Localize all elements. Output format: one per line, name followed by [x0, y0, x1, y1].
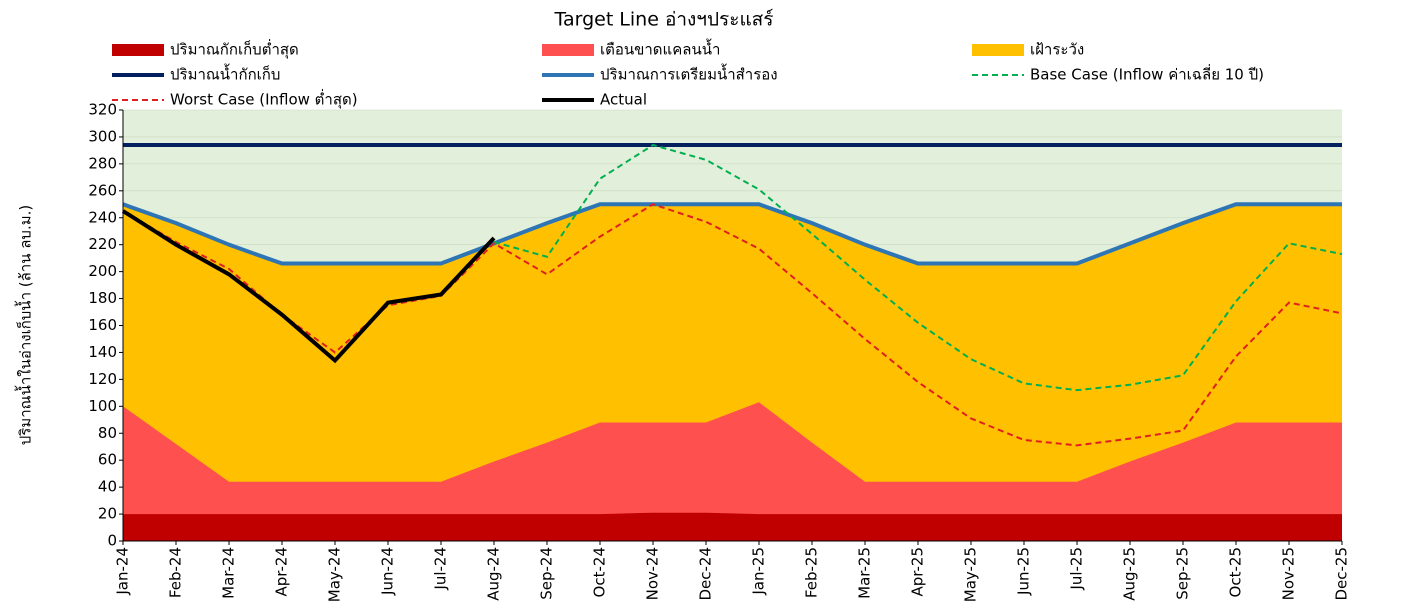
x-tick-label: Apr-24	[273, 547, 291, 597]
y-tick-label: 320	[88, 101, 117, 119]
area	[123, 402, 1342, 541]
x-tick-label: Oct-25	[1227, 547, 1245, 597]
legend-label: เตือนขาดแคลนน้ำ	[600, 39, 720, 59]
x-tick-label: May-25	[962, 547, 980, 602]
y-tick-label: 20	[98, 505, 117, 523]
y-tick-label: 40	[98, 478, 117, 496]
legend-label: Base Case (Inflow ค่าเฉลี่ย 10 ปี)	[1030, 64, 1264, 84]
y-tick-label: 100	[88, 397, 117, 415]
x-tick-label: Aug-24	[485, 547, 503, 601]
y-tick-label: 140	[88, 343, 117, 361]
area	[123, 512, 1342, 541]
x-tick-label: Nov-24	[644, 547, 662, 600]
x-tick-label: Sep-25	[1174, 547, 1192, 600]
y-tick-label: 80	[98, 424, 117, 442]
x-tick-label: Jul-24	[432, 547, 450, 591]
line	[122, 203, 1343, 447]
y-tick-label: 200	[88, 262, 117, 280]
x-tick-label: Mar-24	[220, 547, 238, 599]
x-tick-label: Jun-25	[1015, 547, 1033, 596]
x-tick-label: Dec-24	[697, 547, 715, 601]
legend-label: Actual	[600, 91, 647, 109]
y-tick-label: 220	[88, 235, 117, 253]
x-tick-label: Feb-25	[803, 547, 821, 598]
x-tick-label: Aug-25	[1121, 547, 1139, 601]
legend-label: Worst Case (Inflow ต่ำสุด)	[170, 89, 358, 110]
legend-label: เฝ้าระวัง	[1030, 41, 1084, 59]
line	[122, 202, 1342, 266]
legend-swatch	[112, 44, 164, 56]
y-tick-label: 160	[88, 316, 117, 334]
area	[123, 204, 1342, 541]
x-tick-label: Jul-25	[1068, 547, 1086, 591]
y-tick-label: 180	[88, 289, 117, 307]
line	[121, 209, 496, 364]
legend-label: ปริมาณการเตรียมน้ำสำรอง	[600, 64, 778, 84]
legend-label: ปริมาณน้ำกักเก็บ	[170, 64, 280, 84]
x-tick-label: Apr-25	[909, 547, 927, 597]
x-tick-label: Sep-24	[538, 547, 556, 600]
y-tick-label: 0	[107, 532, 117, 550]
x-tick-label: Jun-24	[379, 547, 397, 596]
y-tick-label: 120	[88, 370, 117, 388]
x-tick-label: Feb-24	[167, 547, 185, 598]
legend-label: ปริมาณกักเก็บต่ำสุด	[170, 39, 299, 60]
y-axis-label: ปริมาณน้ำในอ่างเก็บน้ำ (ล้าน ลบ.ม.)	[15, 205, 35, 445]
chart-title: Target Line อ่างฯประแสร์	[553, 9, 773, 31]
x-tick-label: Mar-25	[856, 547, 874, 599]
y-tick-label: 240	[88, 208, 117, 226]
legend-swatch	[542, 44, 594, 56]
y-tick-label: 60	[98, 451, 117, 469]
x-tick-label: Nov-25	[1280, 547, 1298, 600]
y-tick-label: 280	[88, 154, 117, 172]
x-tick-label: Dec-25	[1333, 547, 1351, 601]
y-tick-label: 260	[88, 181, 117, 199]
x-tick-label: Jan-25	[750, 547, 768, 596]
y-tick-label: 300	[88, 127, 117, 145]
line	[493, 143, 1343, 392]
x-tick-label: Jan-24	[114, 547, 132, 596]
legend-swatch	[972, 44, 1024, 56]
x-tick-label: May-24	[326, 547, 344, 602]
x-tick-label: Oct-24	[591, 547, 609, 597]
